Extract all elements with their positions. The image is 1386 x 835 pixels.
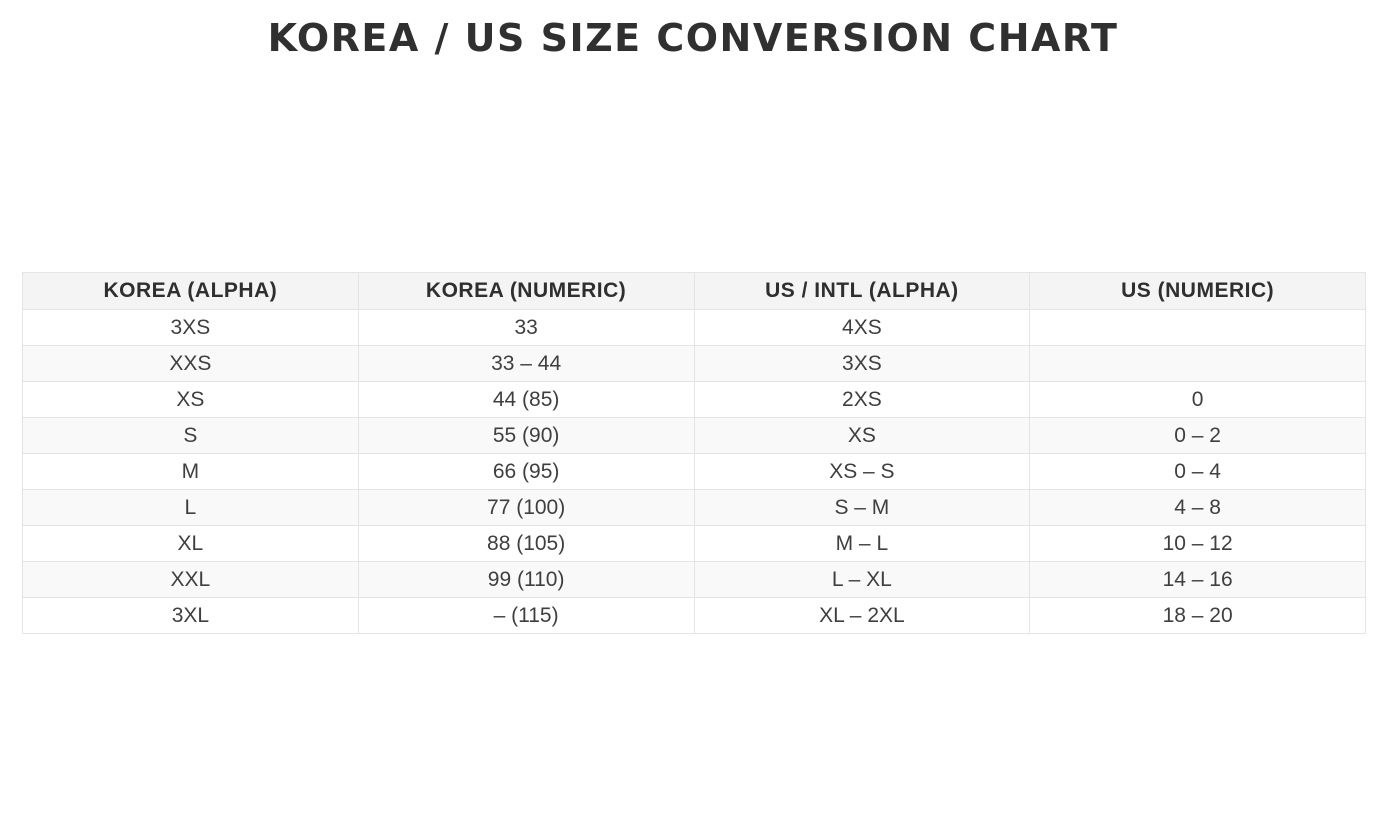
table-header: KOREA (ALPHA) KOREA (NUMERIC) US / INTL …	[22, 272, 1366, 310]
table-cell: L	[22, 489, 359, 526]
table-cell: 3XS	[22, 309, 359, 346]
table-row: XXL 99 (110) L – XL 14 – 16	[22, 561, 1366, 598]
table-cell: 2XS	[693, 381, 1031, 418]
table-cell	[1029, 345, 1366, 382]
table-cell: M	[22, 453, 359, 490]
table-cell: 18 – 20	[1029, 597, 1366, 634]
table-row: XL 88 (105) M – L 10 – 12	[22, 525, 1366, 562]
table-cell: – (115)	[357, 597, 695, 634]
column-header-korea-numeric: KOREA (NUMERIC)	[357, 272, 695, 310]
table-cell: 4XS	[693, 309, 1031, 346]
page-title: KOREA / US SIZE CONVERSION CHART	[267, 16, 1119, 60]
table-row: 3XS 33 4XS	[22, 309, 1366, 346]
table-row: XXS 33 – 44 3XS	[22, 345, 1366, 382]
table-cell: 44 (85)	[357, 381, 695, 418]
table-cell: 0	[1029, 381, 1366, 418]
table-cell: XXS	[22, 345, 359, 382]
column-header-korea-alpha: KOREA (ALPHA)	[22, 272, 359, 310]
table-cell: S – M	[693, 489, 1031, 526]
table-cell: XS – S	[693, 453, 1031, 490]
table-cell: 33 – 44	[357, 345, 695, 382]
column-header-us-intl-alpha: US / INTL (ALPHA)	[693, 272, 1031, 310]
table-cell: S	[22, 417, 359, 454]
table-row: XS 44 (85) 2XS 0	[22, 381, 1366, 418]
table-cell: 77 (100)	[357, 489, 695, 526]
table-cell: M – L	[693, 525, 1031, 562]
size-conversion-table: KOREA (ALPHA) KOREA (NUMERIC) US / INTL …	[22, 272, 1366, 634]
table-cell: 99 (110)	[357, 561, 695, 598]
table-cell: XXL	[22, 561, 359, 598]
table-cell	[1029, 309, 1366, 346]
table-row: 3XL – (115) XL – 2XL 18 – 20	[22, 597, 1366, 634]
table-cell: 3XS	[693, 345, 1031, 382]
header-row: KOREA (ALPHA) KOREA (NUMERIC) US / INTL …	[22, 272, 1366, 310]
table-cell: 88 (105)	[357, 525, 695, 562]
table-cell: 10 – 12	[1029, 525, 1366, 562]
table-cell: 33	[357, 309, 695, 346]
table-cell: 3XL	[22, 597, 359, 634]
table-cell: XL	[22, 525, 359, 562]
table-cell: XL – 2XL	[693, 597, 1031, 634]
table-row: M 66 (95) XS – S 0 – 4	[22, 453, 1366, 490]
table-cell: 0 – 2	[1029, 417, 1366, 454]
table-cell: 4 – 8	[1029, 489, 1366, 526]
table-cell: 0 – 4	[1029, 453, 1366, 490]
table-row: S 55 (90) XS 0 – 2	[22, 417, 1366, 454]
table-cell: 14 – 16	[1029, 561, 1366, 598]
table-cell: 66 (95)	[357, 453, 695, 490]
column-header-us-numeric: US (NUMERIC)	[1029, 272, 1366, 310]
table-row: L 77 (100) S – M 4 – 8	[22, 489, 1366, 526]
table-body: 3XS 33 4XS XXS 33 – 44 3XS XS 44 (85) 2X…	[22, 309, 1366, 634]
table-cell: L – XL	[693, 561, 1031, 598]
table-cell: XS	[22, 381, 359, 418]
table-cell: XS	[693, 417, 1031, 454]
table-cell: 55 (90)	[357, 417, 695, 454]
